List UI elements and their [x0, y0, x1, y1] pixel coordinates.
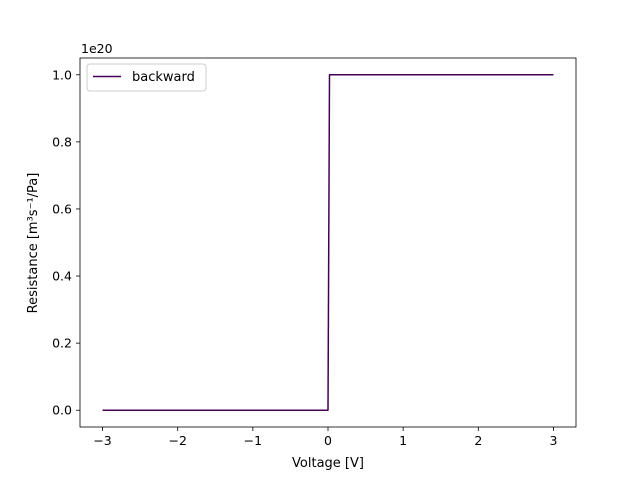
y-tick-label: 0.6: [52, 201, 72, 216]
y-tick-label: 0.2: [52, 336, 72, 351]
x-tick-label: 0: [324, 433, 332, 448]
x-tick-label: −2: [168, 433, 186, 448]
x-tick-label: −1: [244, 433, 262, 448]
x-tick-label: 3: [549, 433, 557, 448]
x-tick-label: 2: [474, 433, 482, 448]
legend: backward: [86, 63, 207, 92]
legend-label-backward: backward: [132, 70, 195, 85]
axes-ticks: −3 −2 −1 0 1 2 3 0.0 0.2 0.4 0.6 0.8 1.0: [52, 67, 557, 448]
y-tick-label: 0.0: [52, 403, 72, 418]
x-axis-label: Voltage [V]: [292, 456, 364, 471]
y-tick-label: 0.4: [52, 269, 72, 284]
y-offset-label: 1e20: [81, 41, 113, 56]
plot-area: [79, 57, 577, 428]
y-tick-label: 1.0: [52, 67, 72, 82]
y-axis-label: Resistance [m³s⁻¹/Pa]: [26, 173, 41, 314]
y-tick-label: 0.8: [52, 134, 72, 149]
legend-box: [86, 63, 207, 92]
x-tick-label: −3: [93, 433, 111, 448]
x-tick-label: 1: [399, 433, 407, 448]
series-line-backward: [102, 74, 554, 411]
